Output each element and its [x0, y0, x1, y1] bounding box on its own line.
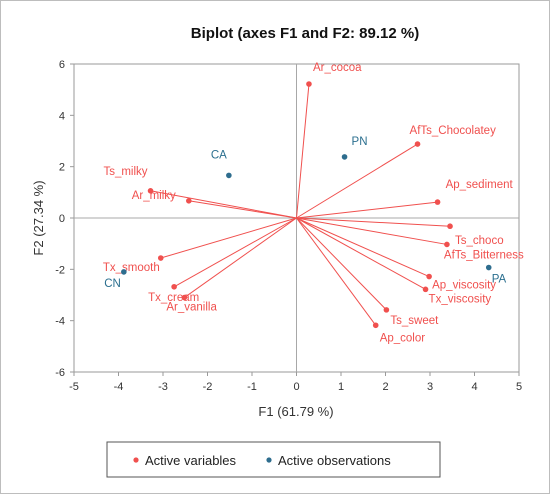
- obs-point-ca: [226, 172, 232, 179]
- label-ts-choco: Ts_choco: [455, 235, 504, 247]
- x-tick-label: -5: [69, 381, 79, 393]
- vector-ts-choco: [296, 217, 451, 227]
- x-tick-label: 5: [516, 381, 522, 393]
- x-tick-labels: -5 -4 -3 -2 -1 0 1 2 3 4 5: [69, 372, 522, 393]
- label-ar-milky: Ar_milky: [132, 190, 176, 202]
- label-ar-cocoa: Ar_cocoa: [313, 62, 362, 74]
- obs-point-pn: [341, 154, 348, 160]
- legend-box: [106, 441, 441, 478]
- vector-ts-milky: [150, 190, 297, 219]
- label-ts-sweet: Ts_sweet: [390, 315, 439, 327]
- point-tx-cream: [171, 283, 177, 290]
- obs-point-cn: [121, 269, 127, 275]
- legend-marker-variables: [133, 457, 139, 463]
- y-tick-label: 4: [59, 110, 65, 122]
- x-tick-label: 0: [293, 381, 299, 393]
- vector-afts-chocolatey: [296, 143, 418, 219]
- obs-point-pa: [485, 264, 492, 271]
- vector-ts-sweet: [296, 217, 387, 311]
- y-tick-label: 2: [59, 162, 65, 174]
- y-tick-label: -6: [55, 367, 65, 379]
- label-ar-vanilla: Ar_vanilla: [166, 302, 217, 314]
- observation-points: PN CA CN PA: [104, 136, 506, 290]
- label-tx-smooth: Tx_smooth: [103, 262, 160, 274]
- y-tick-label: -4: [55, 316, 65, 328]
- vector-tx-viscosity: [296, 217, 426, 290]
- point-ar-vanilla: [181, 294, 188, 301]
- label-tx-cream: Tx_cream: [148, 292, 199, 304]
- vector-ar-vanilla: [184, 217, 297, 298]
- y-tick-label: -2: [55, 264, 65, 276]
- point-tx-viscosity: [422, 286, 429, 293]
- label-tx-viscosity: Tx_viscosity: [429, 293, 492, 305]
- point-ts-milky: [147, 187, 154, 194]
- point-ap-viscosity: [426, 273, 432, 280]
- x-tick-label: -4: [114, 381, 124, 393]
- vector-ap-sediment: [296, 201, 438, 219]
- point-ts-choco: [447, 223, 453, 230]
- vector-tx-cream: [173, 217, 297, 288]
- label-ap-color: Ap_color: [380, 332, 426, 344]
- obs-label-ca: CA: [211, 149, 227, 161]
- x-tick-label: 3: [427, 381, 433, 393]
- variable-points: Ar_cocoa AfTs_Chocolatey Ts_milky Ar_milky A…: [103, 62, 524, 344]
- x-tick-label: -1: [247, 381, 257, 393]
- x-tick-label: -3: [158, 381, 168, 393]
- point-ar-milky: [186, 198, 192, 204]
- label-afts-chocolatey: AfTs_Chocolatey: [410, 125, 497, 137]
- y-tick-labels: 6 4 2 0 -2 -4 -6: [55, 59, 74, 379]
- label-afts-bitterness: AfTs_Bitterness: [444, 249, 524, 261]
- point-ar-cocoa: [306, 81, 312, 87]
- point-afts-chocolatey: [414, 141, 421, 147]
- obs-label-cn: CN: [104, 278, 121, 290]
- x-tick-label: 4: [471, 381, 477, 393]
- x-tick-label: 1: [338, 381, 344, 393]
- vector-tx-smooth: [160, 217, 297, 259]
- obs-label-pn: PN: [352, 136, 368, 148]
- point-ts-sweet: [383, 307, 390, 313]
- label-ts-milky: Ts_milky: [103, 166, 147, 178]
- point-ap-sediment: [434, 199, 441, 205]
- vector-ap-color: [296, 217, 377, 326]
- chart-title: Biplot (axes F1 and F2: 89.12 %): [191, 25, 419, 42]
- legend-label-observations: Active observations: [278, 453, 391, 468]
- legend: Active variables Active observations: [106, 441, 441, 478]
- point-tx-smooth: [157, 255, 164, 261]
- vector-ap-viscosity: [296, 217, 430, 277]
- y-tick-label: 6: [59, 59, 65, 71]
- y-axis-title: F2 (27.34 %): [31, 180, 46, 255]
- point-ap-color: [372, 322, 379, 329]
- x-axis-title: F1 (61.79 %): [258, 404, 333, 419]
- label-ap-sediment: Ap_sediment: [446, 179, 514, 191]
- x-tick-label: 2: [382, 381, 388, 393]
- vector-afts-bitterness: [296, 217, 447, 245]
- label-ap-viscosity: Ap_viscosity: [432, 280, 496, 292]
- point-afts-bitterness: [444, 241, 450, 248]
- legend-label-variables: Active variables: [145, 453, 237, 468]
- vector-ar-milky: [188, 200, 297, 219]
- vector-ar-cocoa: [296, 83, 310, 219]
- x-tick-label: -2: [203, 381, 213, 393]
- obs-label-pa: PA: [492, 274, 507, 286]
- legend-marker-observations: [266, 457, 272, 463]
- y-tick-label: 0: [59, 213, 65, 225]
- variable-vectors: [150, 83, 451, 326]
